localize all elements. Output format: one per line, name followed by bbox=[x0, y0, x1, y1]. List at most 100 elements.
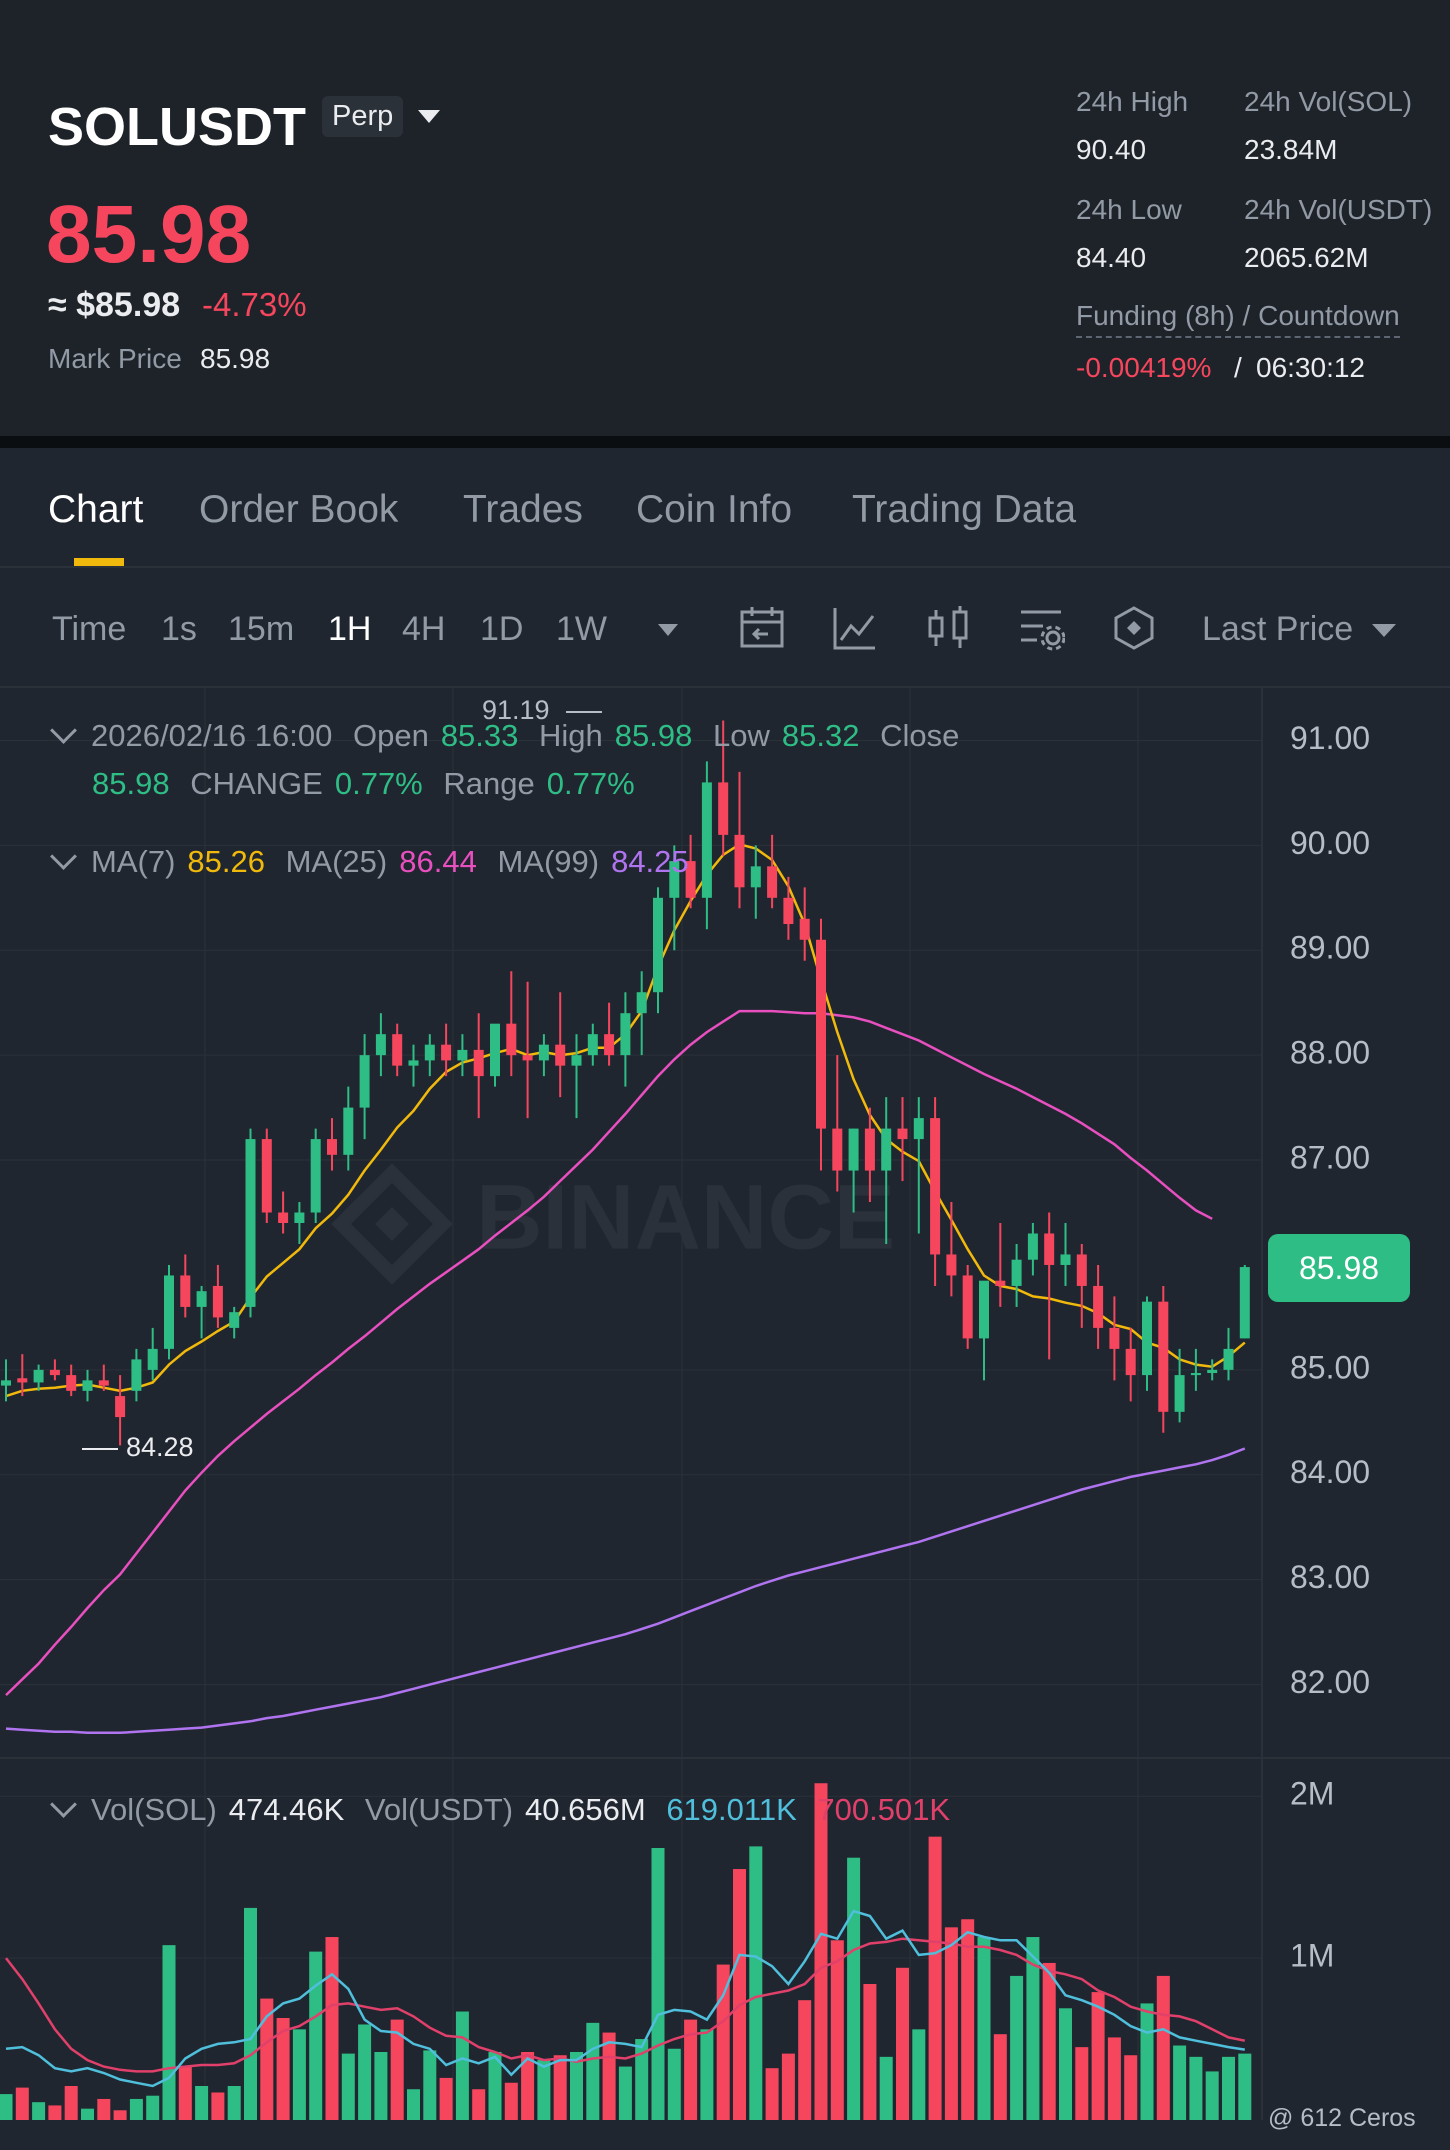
timeframe-1h[interactable]: 1H bbox=[328, 610, 372, 648]
candle-body bbox=[1, 1380, 11, 1386]
candle-body bbox=[962, 1275, 973, 1339]
indicator-icon[interactable] bbox=[831, 604, 879, 652]
stat-low-label: 24h Low bbox=[1076, 194, 1182, 225]
symbol-dropdown-icon[interactable] bbox=[418, 110, 440, 123]
volume-bar bbox=[1059, 2008, 1072, 2120]
volume-bar bbox=[879, 2056, 893, 2120]
candle-body bbox=[587, 1034, 598, 1056]
calendar-icon[interactable] bbox=[738, 604, 786, 652]
timeframe-15m[interactable]: 15m bbox=[228, 610, 295, 648]
volume-bar bbox=[553, 2055, 567, 2120]
candle bbox=[1190, 1348, 1201, 1391]
candle-body bbox=[604, 1034, 615, 1056]
candle bbox=[946, 1202, 957, 1297]
candle bbox=[392, 1023, 403, 1077]
symbol-title[interactable]: SOLUSDT bbox=[48, 97, 307, 157]
volume-bar bbox=[325, 1937, 339, 2120]
footer-user-tag: @ 612 Ceros bbox=[1268, 2104, 1416, 2132]
volume-bar bbox=[684, 2019, 698, 2120]
vol-sol-label: Vol(SOL) bbox=[91, 1792, 217, 1827]
vol-sol-value: 474.46K bbox=[228, 1792, 345, 1827]
candle bbox=[473, 1013, 484, 1119]
volume-bar bbox=[195, 2086, 209, 2120]
depth-icon[interactable] bbox=[1110, 604, 1158, 652]
tab-coin-info[interactable]: Coin Info bbox=[636, 488, 793, 531]
candle-body bbox=[571, 1055, 582, 1066]
candle-body bbox=[718, 782, 729, 835]
candle-body bbox=[457, 1049, 468, 1061]
volume-bar bbox=[472, 2089, 486, 2120]
tab-order-book[interactable]: Order Book bbox=[199, 488, 399, 531]
volume-bar bbox=[455, 2011, 469, 2120]
candle bbox=[1223, 1327, 1234, 1381]
price-chart[interactable]: BINANCE 91.00 90.00 89.00 88.00 87.00 85.00 84… bbox=[0, 688, 1450, 2150]
timeframe-1w[interactable]: 1W bbox=[556, 610, 607, 648]
candle bbox=[685, 834, 696, 909]
volume-bar bbox=[1156, 1975, 1170, 2120]
candle bbox=[196, 1285, 207, 1339]
candle bbox=[66, 1364, 77, 1397]
ma99-value: 84.25 bbox=[611, 844, 689, 879]
tab-trading-data[interactable]: Trading Data bbox=[852, 488, 1077, 531]
candle bbox=[718, 720, 729, 856]
timeframe-1s[interactable]: 1s bbox=[161, 610, 197, 648]
volume-bar bbox=[1238, 2053, 1252, 2120]
collapse-chevron-icon[interactable] bbox=[50, 717, 77, 744]
volume-bar bbox=[211, 2092, 225, 2120]
candle bbox=[571, 1034, 582, 1119]
ma99-line bbox=[5, 1447, 1246, 1735]
volume-bar bbox=[341, 2053, 355, 2120]
candle-body bbox=[490, 1023, 500, 1077]
contract-badge[interactable]: Perp bbox=[322, 96, 404, 137]
candle bbox=[229, 1306, 240, 1339]
candle bbox=[1158, 1285, 1169, 1433]
candle bbox=[294, 1202, 305, 1244]
candle-body bbox=[1142, 1301, 1152, 1376]
candle bbox=[555, 992, 566, 1098]
timeframe-4h[interactable]: 4H bbox=[402, 610, 446, 648]
volume-bar bbox=[537, 2060, 551, 2120]
candle bbox=[1239, 1264, 1250, 1339]
candle-body bbox=[212, 1285, 223, 1318]
candle bbox=[82, 1369, 93, 1402]
volume-bar bbox=[961, 1919, 975, 2120]
candle bbox=[408, 1044, 419, 1087]
candle-body bbox=[1158, 1301, 1169, 1412]
volume-bar bbox=[48, 2105, 62, 2120]
candle bbox=[913, 1097, 924, 1234]
candle bbox=[587, 1023, 598, 1066]
collapse-chevron-icon[interactable] bbox=[50, 843, 77, 870]
range-value: 0.77% bbox=[546, 766, 635, 801]
candle-body bbox=[98, 1380, 109, 1386]
ma25-label: MA(25) bbox=[285, 844, 388, 879]
tab-trades[interactable]: Trades bbox=[463, 488, 583, 531]
collapse-chevron-icon[interactable] bbox=[50, 1791, 77, 1818]
ma7-value: 85.26 bbox=[187, 844, 265, 879]
tab-chart[interactable]: Chart bbox=[48, 488, 144, 531]
candle-type-icon[interactable] bbox=[924, 604, 972, 652]
volume-bar bbox=[129, 2098, 143, 2120]
more-timeframes-icon[interactable] bbox=[658, 624, 678, 636]
candle bbox=[278, 1191, 289, 1234]
candle-body bbox=[1174, 1375, 1185, 1412]
candle bbox=[848, 1128, 859, 1213]
candle-date: 2026/02/16 16:00 bbox=[91, 718, 333, 753]
timeframe-time[interactable]: Time bbox=[52, 610, 127, 648]
chart-settings-icon[interactable] bbox=[1017, 604, 1065, 652]
candle-body bbox=[897, 1128, 908, 1140]
price-type-select[interactable]: Last Price bbox=[1202, 610, 1354, 648]
vol-ma10-value: 700.501K bbox=[817, 1792, 951, 1827]
low-label: Low bbox=[712, 718, 770, 753]
candle bbox=[1, 1359, 11, 1402]
candle-body bbox=[327, 1139, 337, 1155]
chart-toolbar: Time 1s 15m 1H 4H 1D 1W Last Price bbox=[0, 568, 1450, 688]
volume-bar bbox=[423, 2050, 437, 2120]
candle-body bbox=[17, 1378, 28, 1383]
funding-label[interactable]: Funding (8h) / Countdown bbox=[1076, 300, 1400, 338]
price-type-dropdown-icon[interactable] bbox=[1372, 624, 1396, 637]
candle bbox=[701, 761, 712, 930]
candle bbox=[620, 992, 631, 1087]
volume-bar bbox=[896, 1967, 909, 2120]
ohlc-legend-line2: 85.98 CHANGE 0.77% Range 0.77% bbox=[92, 766, 647, 802]
timeframe-1d[interactable]: 1D bbox=[480, 610, 524, 648]
